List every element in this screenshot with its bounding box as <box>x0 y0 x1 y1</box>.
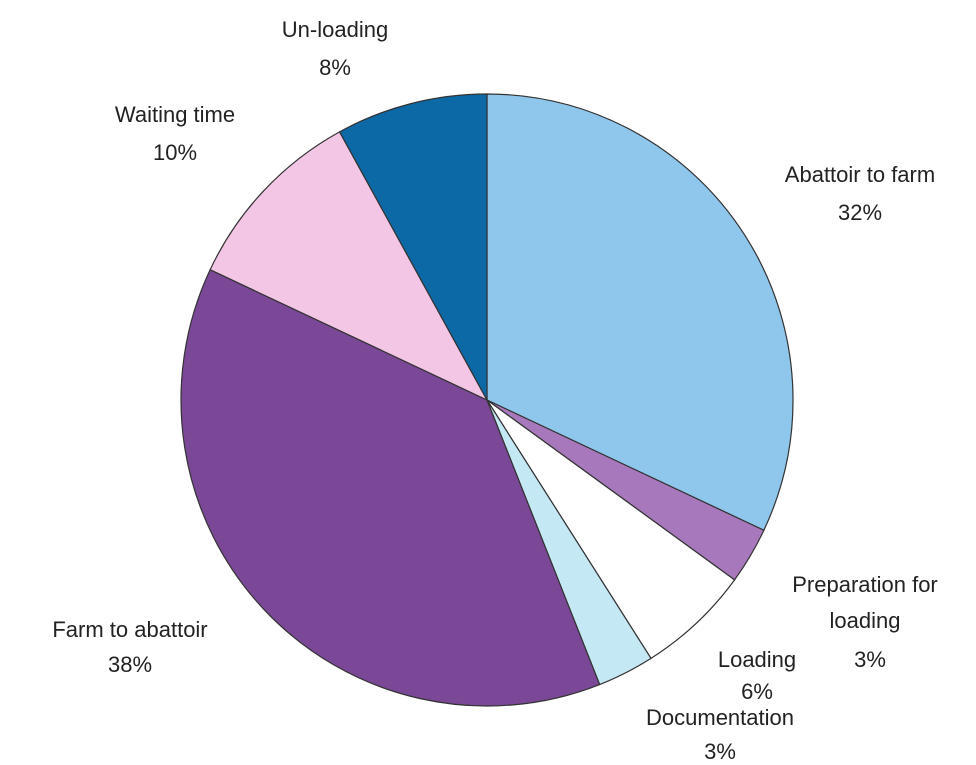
pie-slice <box>180 268 601 707</box>
slice-label: Loading <box>717 647 797 672</box>
pie-slice <box>486 93 794 532</box>
slice-label: Preparation for loading <box>792 572 938 633</box>
slice-value: 38% <box>107 652 153 677</box>
slice-value: 32% <box>837 200 883 225</box>
slice-label: Farm to abattoir <box>52 617 208 642</box>
slice-value: 3% <box>704 739 736 764</box>
slice-value: 8% <box>319 55 351 80</box>
slice-label: Un-loading <box>281 17 389 42</box>
pie-slice <box>338 93 488 401</box>
slice-value: 3% <box>854 647 886 672</box>
pie-slice <box>209 131 489 402</box>
slice-value: 10% <box>152 140 198 165</box>
slice-label: Waiting time <box>114 102 236 127</box>
slice-label: Abattoir to farm <box>784 162 936 187</box>
slice-label: Documentation <box>646 705 794 730</box>
slice-value: 6% <box>741 679 773 704</box>
